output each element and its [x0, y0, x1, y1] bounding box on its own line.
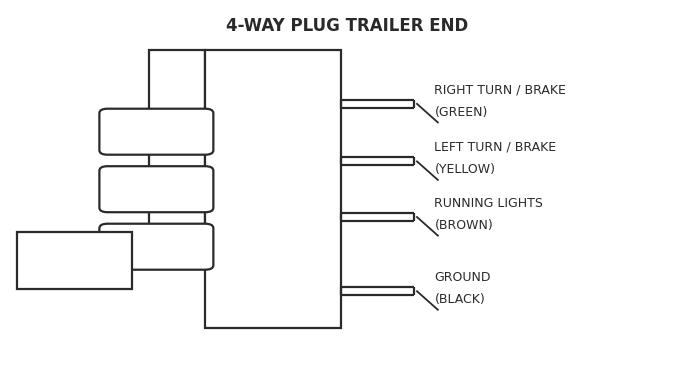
- Text: (BROWN): (BROWN): [434, 219, 493, 232]
- FancyBboxPatch shape: [99, 166, 213, 212]
- Text: (BLACK): (BLACK): [434, 293, 485, 306]
- Text: RIGHT TURN / BRAKE: RIGHT TURN / BRAKE: [434, 83, 566, 96]
- Bar: [205, 50, 341, 328]
- Text: LEFT TURN / BRAKE: LEFT TURN / BRAKE: [434, 141, 557, 154]
- Text: (GREEN): (GREEN): [434, 106, 488, 119]
- Text: Figure 3: Figure 3: [44, 254, 105, 267]
- Bar: [17, 232, 132, 289]
- Text: (YELLOW): (YELLOW): [434, 163, 496, 176]
- Text: GROUND: GROUND: [434, 271, 491, 284]
- Bar: [149, 50, 205, 243]
- FancyBboxPatch shape: [99, 109, 213, 155]
- Text: 4-WAY PLUG TRAILER END: 4-WAY PLUG TRAILER END: [227, 17, 468, 35]
- FancyBboxPatch shape: [99, 224, 213, 270]
- Text: RUNNING LIGHTS: RUNNING LIGHTS: [434, 197, 543, 210]
